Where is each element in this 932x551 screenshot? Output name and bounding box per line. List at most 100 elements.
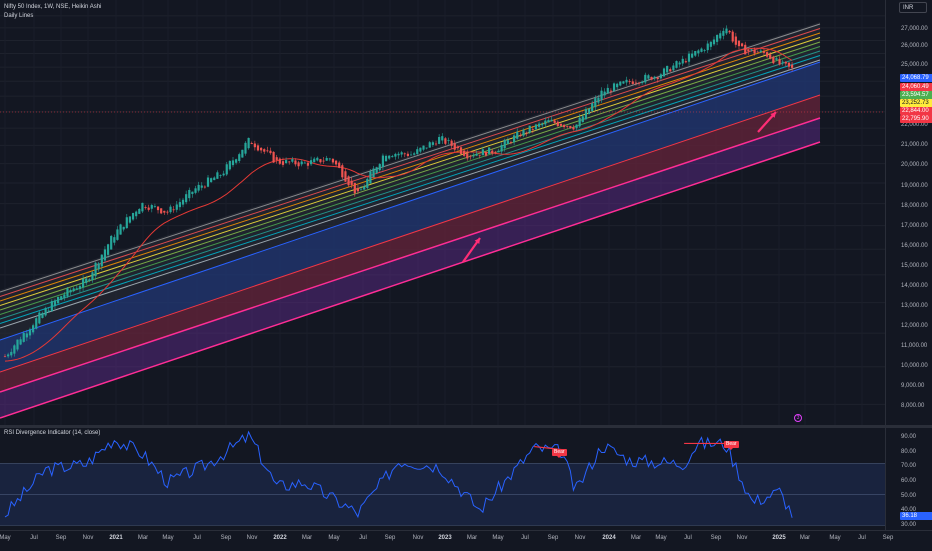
candle-body (484, 152, 488, 156)
candle-body (225, 164, 228, 175)
candle-body (790, 64, 794, 68)
candle-body (575, 124, 578, 129)
candle-body (553, 120, 556, 123)
candle-body (550, 119, 553, 122)
candle-body (7, 354, 10, 357)
candle-body (697, 50, 700, 54)
price-chart-canvas[interactable] (0, 0, 885, 425)
candle-body (425, 147, 428, 149)
candle-body (228, 160, 231, 170)
candle-body (47, 310, 50, 312)
candle-body (172, 209, 175, 211)
candle-body (294, 160, 297, 165)
candle-body (556, 121, 559, 127)
candle-body (731, 31, 734, 42)
candle-body (450, 140, 453, 146)
candle-body (578, 117, 581, 127)
time-axis-label: Mar (137, 535, 149, 541)
rsi-chart-canvas[interactable] (0, 428, 885, 530)
candle-body (516, 131, 519, 139)
rsi-tick: 90.00 (901, 434, 917, 440)
rsi-pane[interactable]: RSI Divergence Indicator (14, close) Bea… (0, 428, 885, 530)
candle-body (653, 76, 656, 79)
rsi-title[interactable]: RSI Divergence Indicator (14, close) (4, 430, 101, 436)
candle-body (406, 153, 410, 157)
candle-body (716, 35, 719, 42)
candle-body (675, 61, 678, 68)
candle-body (691, 53, 694, 58)
candle-body (125, 217, 128, 229)
candle-body (322, 160, 325, 162)
time-axis-label: 2023 (438, 535, 452, 541)
candle-body (328, 158, 331, 160)
time-axis-label: Mar (630, 535, 642, 541)
candle-body (306, 162, 310, 166)
candle-body (369, 171, 372, 184)
candle-body (472, 155, 475, 157)
candle-body (131, 212, 135, 220)
price-axis[interactable]: INR 27,000.00 26,000.00 25,000.00 22,000… (885, 0, 932, 530)
candle-body (637, 82, 641, 84)
candle-body (344, 171, 347, 182)
candle-body (266, 150, 269, 152)
candle-body (91, 272, 94, 281)
candle-body (316, 157, 319, 161)
candle-body (441, 136, 444, 141)
candle-body (753, 49, 756, 54)
candle-body (203, 186, 206, 188)
candle-body (519, 135, 522, 137)
rsi-current-value: 36.18 (900, 512, 932, 520)
candle-body (247, 137, 250, 149)
candle-body (119, 224, 122, 235)
time-axis-label: Nov (246, 535, 258, 541)
bear-signal-label: Bear (552, 449, 567, 458)
candle-body (347, 176, 350, 186)
candle-body (78, 286, 82, 290)
candle-body (769, 54, 772, 59)
currency-selector[interactable]: INR (899, 2, 927, 13)
candle-body (144, 207, 147, 209)
price-tick: 25,000.00 (901, 62, 928, 68)
symbol-title[interactable]: Nifty 50 Index, 1W, NSE, Heikin Ashi (4, 4, 102, 10)
candle-body (572, 127, 575, 130)
main-chart-pane[interactable]: Nifty 50 Index, 1W, NSE, Heikin Ashi Dai… (0, 0, 885, 425)
candle-body (94, 262, 97, 277)
time-axis-label: May (829, 535, 841, 541)
candle-body (728, 30, 731, 33)
time-axis-label: Sep (882, 535, 894, 541)
price-tick: 19,000.00 (901, 183, 928, 189)
support-arrow-2023-head (474, 238, 480, 244)
candle-body (587, 108, 591, 115)
candle-body (781, 61, 784, 63)
candle-body (656, 77, 659, 79)
candle-body (644, 74, 647, 83)
candle-body (547, 120, 550, 123)
candle-body (559, 123, 563, 126)
candle-body (503, 139, 506, 149)
candle-body (459, 147, 463, 154)
price-tick: 10,000.00 (901, 363, 928, 369)
channel-purple-band (0, 118, 820, 418)
candle-body (759, 50, 762, 53)
candle-body (634, 82, 638, 84)
time-axis-label: 2025 (772, 535, 786, 541)
candle-body (725, 28, 728, 34)
pane-separator[interactable] (0, 425, 932, 428)
event-marker-icon[interactable]: 3 (794, 414, 802, 422)
candle-body (616, 83, 619, 88)
candle-body (135, 211, 138, 217)
bear-signal-label: Bear (724, 441, 739, 450)
candle-body (291, 159, 294, 162)
candle-body (269, 150, 272, 154)
candle-body (260, 147, 263, 151)
time-axis-label: Sep (220, 535, 232, 541)
candle-body (416, 149, 419, 155)
price-tick: 22,000.00 (901, 122, 928, 128)
candle-body (684, 61, 687, 63)
candle-body (81, 278, 85, 288)
price-tick: 8,000.00 (901, 403, 925, 409)
time-axis-label: Jul (858, 535, 866, 541)
indicator-title[interactable]: Daily Lines (4, 13, 34, 19)
time-axis[interactable]: May Jul Sep Nov 2021 Mar May Jul Sep Nov 2022 Mar Ma… (0, 530, 932, 551)
candle-body (50, 301, 53, 312)
